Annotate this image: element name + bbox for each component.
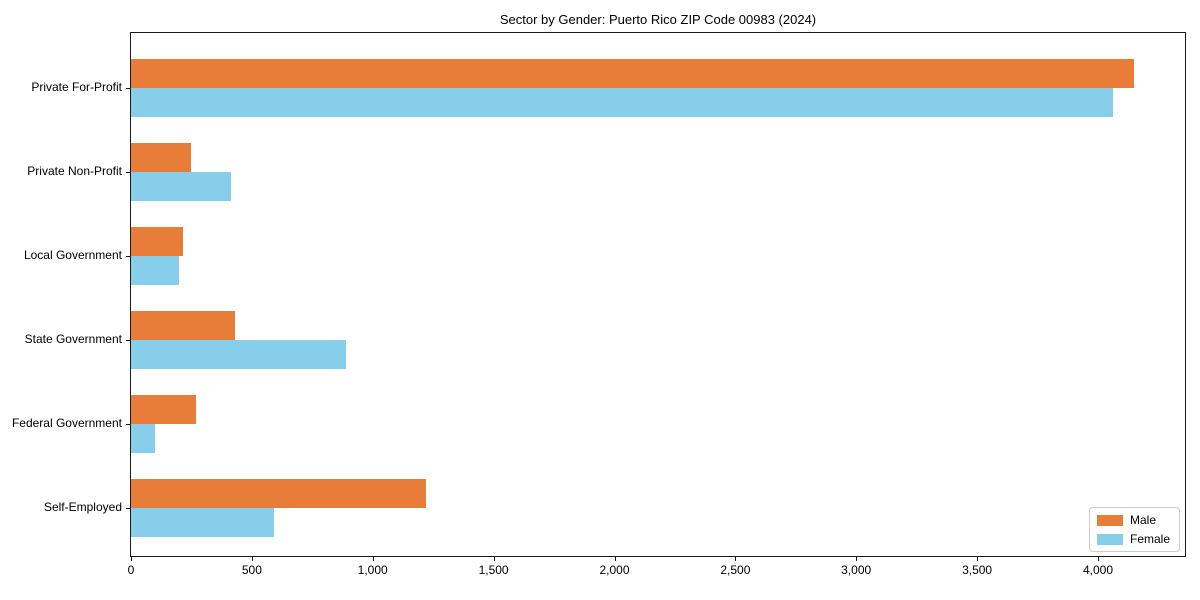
x-axis-tick-label: 2,500: [720, 563, 751, 577]
x-axis-tick-label: 0: [127, 563, 135, 577]
y-axis-tick-label: Self-Employed: [43, 500, 122, 514]
legend-swatch-female-icon: [1097, 533, 1123, 545]
y-axis-tick-mark: [126, 424, 131, 425]
y-axis-tick-label: Local Government: [23, 248, 122, 262]
x-axis-tick-mark: [1098, 557, 1099, 561]
bar-male-2: [131, 143, 192, 172]
bar-female-2: [131, 172, 232, 201]
plot-area: [130, 32, 1186, 557]
y-axis-tick-label: State Government: [24, 332, 122, 346]
legend-entry-male: Male: [1097, 513, 1171, 527]
bar-female-1: [131, 88, 1113, 117]
x-axis-tick-label: 3,500: [962, 563, 993, 577]
x-axis-tick-mark: [131, 557, 132, 561]
legend-label-female: Female: [1130, 532, 1171, 546]
y-axis-tick-mark: [126, 172, 131, 173]
legend-entry-female: Female: [1097, 532, 1171, 546]
bar-female-5: [131, 424, 156, 453]
plot-inner: [131, 33, 1185, 556]
y-axis-tick-label: Federal Government: [11, 416, 122, 430]
bar-male-1: [131, 59, 1135, 88]
x-axis-tick-mark: [856, 557, 858, 561]
x-axis-tick-label: 1,000: [357, 563, 388, 577]
x-axis-tick-label: 3,000: [841, 563, 872, 577]
y-axis-tick-mark: [126, 88, 131, 89]
y-axis-tick-label: Private For-Profit: [31, 80, 122, 94]
legend: Male Female: [1089, 507, 1180, 552]
y-axis-tick-label: Private Non-Profit: [27, 164, 122, 178]
x-axis-tick-mark: [493, 557, 495, 561]
bar-male-5: [131, 395, 197, 424]
x-axis-tick-label: 500: [241, 563, 262, 577]
bar-male-3: [131, 227, 183, 256]
bar-female-6: [131, 508, 274, 537]
y-axis-tick-mark: [126, 340, 131, 341]
x-axis-tick-mark: [977, 557, 979, 561]
y-axis-tick-mark: [126, 508, 131, 509]
x-axis-tick-label: 1,500: [478, 563, 509, 577]
x-axis-tick-label: 4,000: [1082, 563, 1114, 577]
legend-swatch-male-icon: [1097, 514, 1123, 526]
x-axis-tick-mark: [372, 557, 374, 561]
y-axis-tick-mark: [126, 256, 131, 257]
bar-male-4: [131, 311, 235, 340]
bar-female-3: [131, 256, 180, 285]
x-axis-tick-mark: [251, 557, 253, 561]
bar-male-6: [131, 479, 426, 508]
chart-title: Sector by Gender: Puerto Rico ZIP Code 0…: [499, 12, 817, 27]
x-axis-tick-mark: [735, 557, 737, 561]
x-axis-tick-label: 2,000: [599, 563, 630, 577]
x-axis-tick-mark: [614, 557, 616, 561]
legend-label-male: Male: [1130, 513, 1157, 527]
bar-female-4: [131, 340, 347, 369]
